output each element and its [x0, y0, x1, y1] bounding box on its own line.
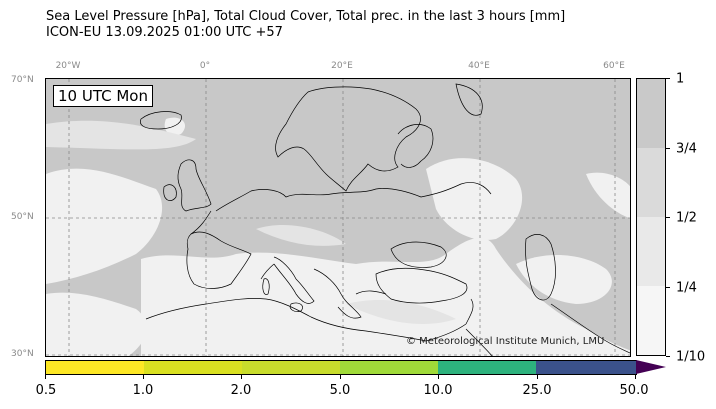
precip-label-2: 2.0	[230, 383, 252, 398]
precip-label-5: 25.0	[522, 383, 552, 398]
cloud-band-half-1q	[637, 217, 665, 286]
lon-label-20e: 20°E	[331, 61, 353, 71]
precip-band-1	[144, 361, 242, 374]
cloud-cover-colorbar	[636, 78, 666, 356]
map-canvas	[46, 79, 630, 356]
precip-band-2	[242, 361, 340, 374]
cloud-label-1: 1	[676, 71, 685, 87]
precip-colorbar	[45, 360, 637, 375]
lon-label-20w: 20°W	[55, 61, 81, 71]
cloud-tick-1	[666, 78, 670, 79]
precip-tick-0	[45, 375, 46, 379]
chart-title-line2: ICON-EU 13.09.2025 01:00 UTC +57	[46, 25, 283, 40]
copyright-label: © Meteorological Institute Munich, LMU	[406, 336, 605, 347]
precip-label-6: 50.0	[619, 383, 649, 398]
precip-tick-2	[241, 375, 242, 379]
cloud-band-1-3q	[637, 79, 665, 148]
cloud-streaks	[46, 120, 456, 324]
precip-tick-6	[635, 375, 636, 379]
coastlines	[140, 83, 630, 356]
chart-title-line1: Sea Level Pressure [hPa], Total Cloud Co…	[46, 9, 566, 24]
cloud-label-3q: 3/4	[676, 141, 697, 157]
cloud-band-3q-half	[637, 148, 665, 217]
precip-label-3: 5.0	[329, 383, 351, 398]
cloud-tick-1q	[666, 287, 670, 288]
precip-tick-4	[438, 375, 439, 379]
precip-label-4: 10.0	[423, 383, 453, 398]
cloud-tick-3q	[666, 148, 670, 149]
precip-tick-3	[340, 375, 341, 379]
precip-label-1: 1.0	[132, 383, 154, 398]
cloud-label-1q: 1/4	[676, 280, 697, 296]
precip-band-3	[340, 361, 438, 374]
valid-time-label: 10 UTC Mon	[53, 85, 153, 107]
precip-label-0: 0.5	[35, 383, 57, 398]
cloud-label-tenth: 1/10	[676, 349, 706, 365]
clear-sky-areas	[46, 117, 630, 356]
lat-label-70n: 70°N	[11, 75, 34, 85]
lat-label-50n: 50°N	[11, 212, 34, 222]
weather-map[interactable]	[45, 78, 631, 357]
lon-label-0: 0°	[199, 61, 211, 71]
lon-label-40e: 40°E	[468, 61, 490, 71]
cloud-tick-tenth	[666, 356, 670, 357]
precip-band-5	[536, 361, 636, 374]
cloud-tick-half	[666, 217, 670, 218]
cloud-label-half: 1/2	[676, 210, 697, 226]
cloud-band-1q-tenth	[637, 286, 665, 355]
precip-tick-1	[143, 375, 144, 379]
precip-extend-arrow	[636, 360, 666, 374]
precip-band-4	[438, 361, 536, 374]
lat-label-30n: 30°N	[11, 349, 34, 359]
precip-band-0	[46, 361, 144, 374]
precip-tick-5	[537, 375, 538, 379]
lon-label-60e: 60°E	[603, 61, 625, 71]
